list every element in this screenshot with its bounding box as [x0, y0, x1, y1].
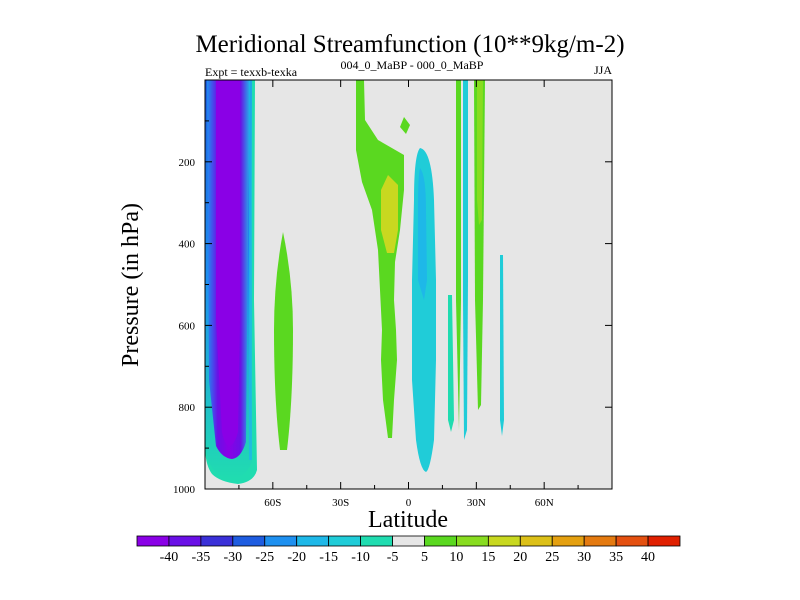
tropical-positive-cell-upper — [356, 80, 404, 438]
x-axis-label: Latitude — [368, 507, 448, 533]
chart-title: Meridional Streamfunction (10**9kg/m-2) — [195, 31, 624, 58]
y-tick-label: 400 — [179, 239, 196, 251]
colorbar-level-label: -5 — [387, 550, 399, 565]
contour-fields — [205, 80, 504, 484]
colorbar-level-label: 30 — [577, 550, 591, 565]
colorbar-swatch — [232, 535, 266, 547]
y-axis-ticks: 200 400 600 800 1000 — [173, 120, 612, 496]
tropical-positive-cell-small — [400, 117, 410, 134]
colorbar-swatch — [583, 535, 617, 547]
colorbar-swatch — [487, 535, 521, 547]
colorbar-level-label: 10 — [449, 550, 463, 565]
x-tick-label: 0 — [406, 497, 412, 509]
north-negative-strip-3 — [500, 255, 504, 436]
colorbar-level-label: 40 — [641, 550, 655, 565]
north-positive-strip-2-core — [477, 80, 483, 225]
colorbar-level-label: -20 — [287, 550, 306, 565]
colorbar: -40 -35 -30 -25 -20 -15 -10 -5 5 10 15 20 25 30 35 40 — [136, 535, 681, 565]
colorbar-swatch — [360, 535, 393, 547]
colorbar-level-label: -15 — [319, 550, 338, 565]
colorbar-level-label: -40 — [160, 550, 179, 565]
y-tick-label: 200 — [179, 157, 196, 169]
colorbar-swatch — [424, 535, 457, 547]
colorbar-level-label: 20 — [513, 550, 527, 565]
y-tick-label: 600 — [179, 320, 196, 332]
south-negative-cell-core — [216, 80, 240, 446]
colorbar-level-label: 5 — [421, 550, 428, 565]
y-axis-label: Pressure (in hPa) — [118, 203, 144, 367]
colorbar-level-label: 35 — [609, 550, 623, 565]
colorbar-swatch — [456, 535, 489, 547]
x-tick-label: 30S — [332, 497, 349, 509]
y-tick-label: 800 — [179, 402, 196, 414]
colorbar-swatch — [647, 535, 681, 547]
colorbar-swatch — [615, 535, 649, 547]
colorbar-level-label: 15 — [481, 550, 495, 565]
colorbar-swatch — [136, 535, 170, 547]
colorbar-level-label: -10 — [351, 550, 370, 565]
colorbar-swatch — [392, 535, 425, 547]
north-negative-strip-2 — [463, 80, 468, 440]
colorbar-swatch — [168, 535, 202, 547]
colorbar-level-label: -30 — [223, 550, 242, 565]
colorbar-swatch — [200, 535, 234, 547]
colorbar-swatch — [296, 535, 330, 547]
colorbar-level-label: -35 — [192, 550, 211, 565]
period-label: 004_0_MaBP - 000_0_MaBP — [341, 58, 484, 72]
colorbar-swatch — [551, 535, 585, 547]
x-tick-label: 30N — [467, 497, 486, 509]
x-axis-ticks: 60S 30S 0 30N 60N — [238, 80, 579, 509]
plot-background — [205, 80, 612, 489]
north-negative-strip-1 — [448, 295, 454, 432]
colorbar-level-label: -25 — [255, 550, 274, 565]
north-positive-strip-1 — [456, 80, 461, 430]
colorbar-swatch — [328, 535, 361, 547]
x-tick-label: 60S — [264, 497, 281, 509]
south-positive-cell — [274, 232, 293, 450]
y-tick-label: 1000 — [173, 484, 196, 496]
experiment-label: Expt = texxb-texka — [205, 65, 298, 79]
tropical-positive-cell-core — [381, 175, 398, 253]
colorbar-level-label: 25 — [545, 550, 559, 565]
colorbar-swatch — [264, 535, 298, 547]
season-label: JJA — [594, 63, 612, 77]
x-tick-label: 60N — [535, 497, 554, 509]
south-cyan-edge — [249, 80, 252, 460]
equatorial-negative-cell-inner — [418, 168, 427, 300]
colorbar-swatch — [519, 535, 553, 547]
